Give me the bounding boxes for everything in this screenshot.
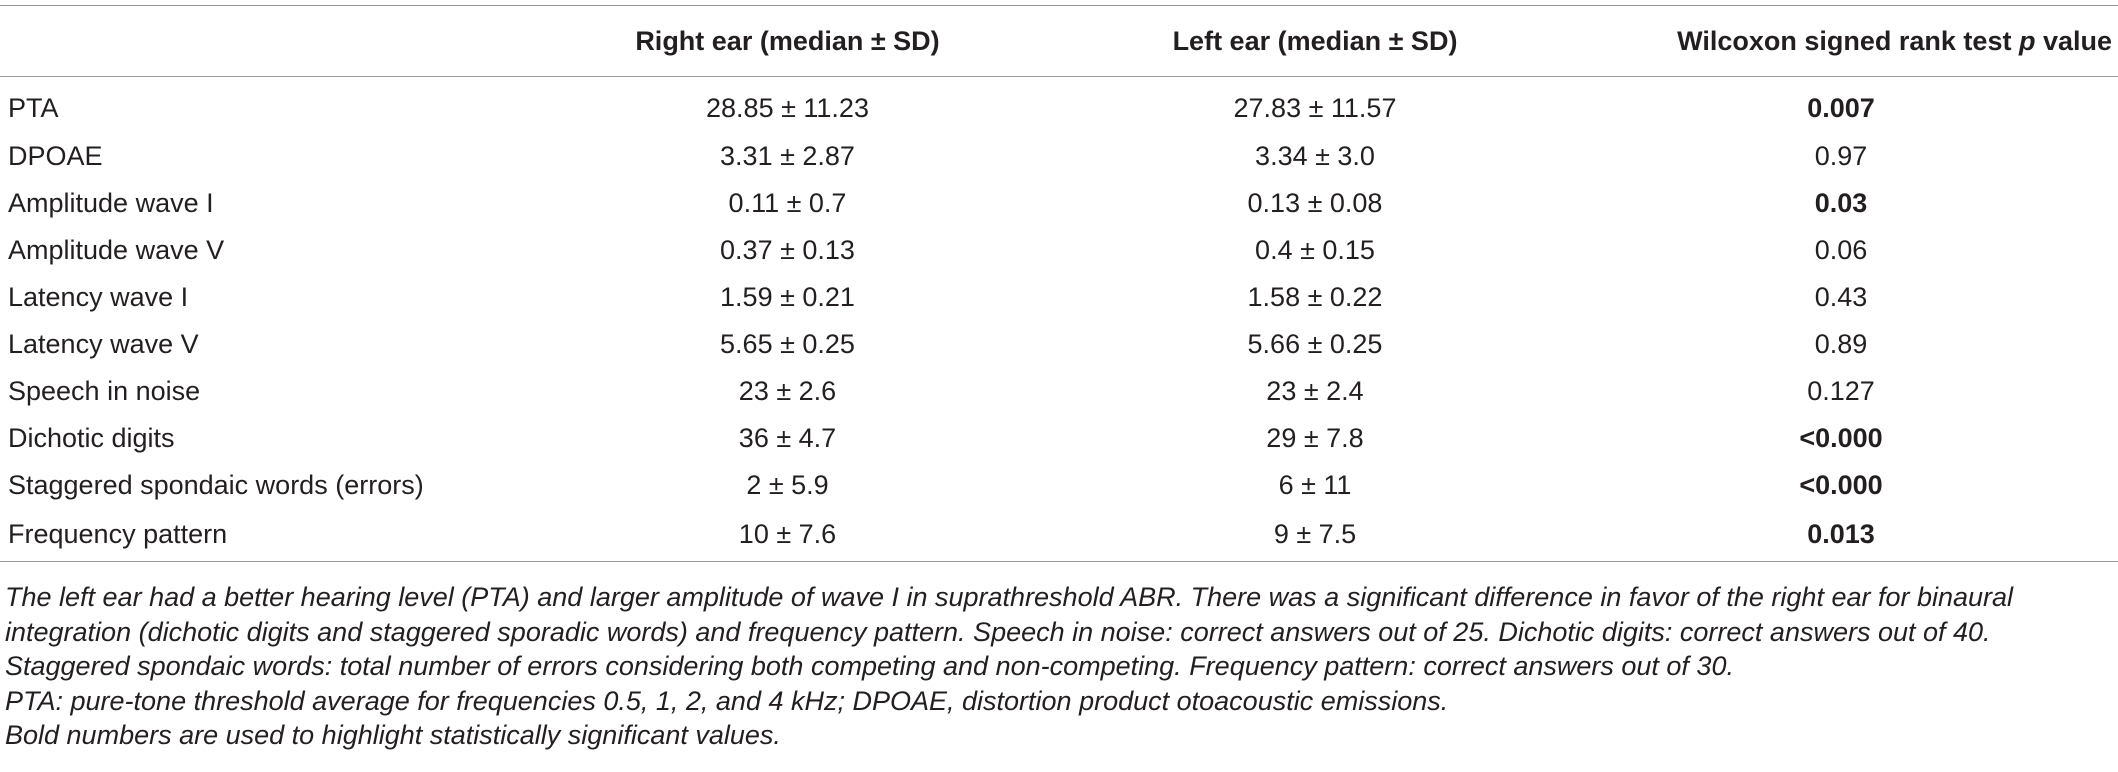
p-value-cell: 0.43 [1814,281,1868,312]
row-label-cell: PTA [8,93,59,124]
table-row: Latency wave I 1.59 ± 0.21 1.58 ± 0.22 0.43 [0,274,2118,321]
header-p-value-italic: p [2018,25,2036,56]
right-ear-cell: 23 ± 2.6 [738,375,837,406]
table-header: Right ear (median ± SD) Left ear (median… [0,5,2118,77]
left-ear-cell: 1.58 ± 0.22 [1247,281,1383,312]
row-label-cell: Staggered spondaic words (errors) [8,469,424,500]
right-ear-cell: 0.11 ± 0.7 [728,187,847,218]
header-left-ear: Left ear (median ± SD) [1080,5,1550,77]
table-footnotes: The left ear had a better hearing level … [5,580,2115,753]
row-label-cell: Latency wave V [8,328,199,359]
right-ear-cell: 28.85 ± 11.23 [706,93,869,124]
right-ear-cell: 3.31 ± 2.87 [720,140,855,171]
row-label-cell: Amplitude wave I [8,187,214,218]
table-row: Speech in noise 23 ± 2.6 23 ± 2.4 0.127 [0,368,2118,415]
p-value-cell: <0.000 [1799,469,1883,500]
header-right-ear: Right ear (median ± SD) [495,5,1080,77]
right-ear-cell: 1.59 ± 0.21 [720,281,855,312]
p-value-cell: 0.06 [1814,234,1868,265]
results-table: Right ear (median ± SD) Left ear (median… [0,5,2118,562]
left-ear-cell: 9 ± 7.5 [1080,508,1550,562]
right-ear-cell: 10 ± 7.6 [495,508,1080,562]
left-ear-cell: 3.34 ± 3.0 [1255,140,1375,171]
table-body: PTA 28.85 ± 11.23 27.83 ± 11.57 0.007 DPOAE 3… [0,77,2118,562]
row-label-cell: Frequency pattern [0,508,495,562]
table-row: DPOAE 3.31 ± 2.87 3.34 ± 3.0 0.97 [0,133,2118,180]
table-row: Latency wave V 5.65 ± 0.25 5.66 ± 0.25 0.89 [0,321,2118,368]
p-value-cell: 0.127 [1807,375,1875,406]
left-ear-cell: 6 ± 11 [1278,469,1352,500]
p-value-cell: 0.03 [1814,187,1868,218]
footnote-summary: The left ear had a better hearing level … [5,582,2014,681]
left-ear-cell: 0.4 ± 0.15 [1255,234,1375,265]
header-label [0,5,495,77]
row-label-cell: Dichotic digits [8,422,175,453]
table-row: PTA 28.85 ± 11.23 27.83 ± 11.57 0.007 [0,77,2118,133]
right-ear-cell: 2 ± 5.9 [746,469,829,500]
row-label-cell: Latency wave I [8,281,189,312]
p-value-cell: 0.89 [1814,328,1868,359]
footnote-abbreviations: PTA: pure-tone threshold average for fre… [5,685,1449,716]
table-row: Frequency pattern 10 ± 7.6 9 ± 7.5 0.013 [0,508,2118,562]
right-ear-cell: 5.65 ± 0.25 [720,328,855,359]
header-row: Right ear (median ± SD) Left ear (median… [0,5,2118,77]
header-p-value-prefix: Wilcoxon signed rank test [1677,25,2019,56]
row-label-cell: Speech in noise [8,375,201,406]
table-row: Dichotic digits 36 ± 4.7 29 ± 7.8 <0.000 [0,415,2118,462]
header-p-value: Wilcoxon signed rank test p value [1550,5,2118,77]
table-row: Staggered spondaic words (errors) 2 ± 5.9… [0,462,2118,509]
right-ear-cell: 36 ± 4.7 [738,422,837,453]
table-row: Amplitude wave V 0.37 ± 0.13 0.4 ± 0.15 0.0… [0,227,2118,274]
left-ear-cell: 23 ± 2.4 [1266,375,1364,406]
header-p-value-suffix: value [2035,25,2112,56]
row-label-cell: Amplitude wave V [8,234,225,265]
p-value-cell: <0.000 [1799,422,1883,453]
footnote-bold-note: Bold numbers are used to highlight stati… [5,720,781,750]
p-value-cell: 0.007 [1807,93,1875,124]
left-ear-cell: 5.66 ± 0.25 [1247,328,1383,359]
left-ear-cell: 0.13 ± 0.08 [1247,187,1383,218]
left-ear-cell: 29 ± 7.8 [1266,422,1364,453]
p-value-cell: 0.97 [1814,140,1868,171]
left-ear-cell: 27.83 ± 11.57 [1233,93,1397,124]
p-value-cell: 0.013 [1550,508,2118,562]
table-row: Amplitude wave I 0.11 ± 0.7 0.13 ± 0.08 0.0… [0,180,2118,227]
right-ear-cell: 0.37 ± 0.13 [720,234,855,265]
row-label-cell: DPOAE [8,140,103,171]
